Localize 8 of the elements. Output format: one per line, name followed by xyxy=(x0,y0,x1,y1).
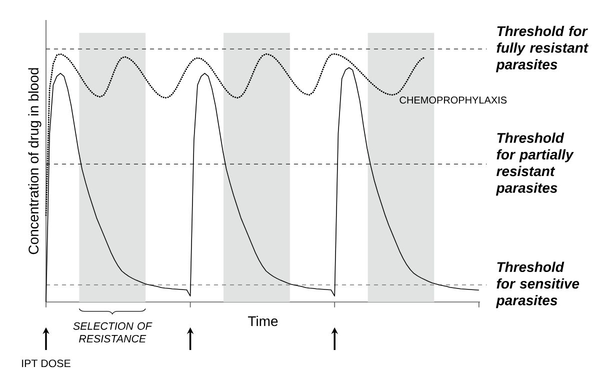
ref-line-label: Threshold for partially resistant parasites xyxy=(496,132,574,196)
ref-line-label: Threshold for sensitive parasites xyxy=(496,262,580,308)
ref-line-label: Threshold for fully resistant parasites xyxy=(496,26,589,72)
text: IPT DOSE xyxy=(22,360,70,368)
x-axis-title: Time xyxy=(248,316,278,326)
y-axis-title: Concentration of drug in blood xyxy=(28,68,42,254)
series-label: CHEMOPROPHYLAXIS xyxy=(400,96,507,104)
text: SELECTION OF RESISTANCE xyxy=(73,322,152,342)
